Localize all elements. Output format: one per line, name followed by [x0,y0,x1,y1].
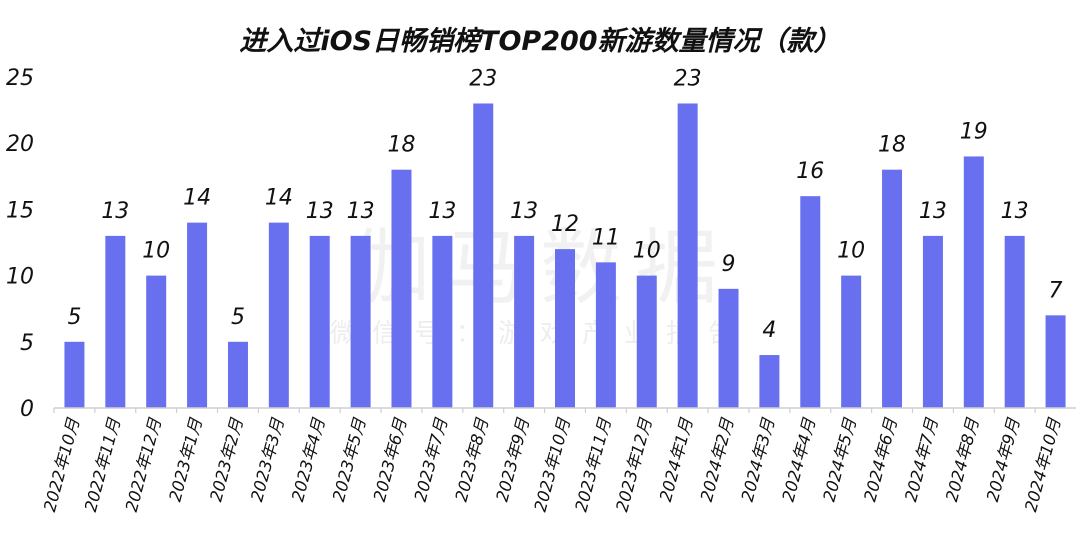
data-label: 23 [469,66,497,91]
data-label: 18 [878,133,906,158]
data-label: 14 [265,186,293,211]
bar [800,196,821,408]
y-tick-label: 0 [20,397,34,422]
bar [227,341,248,408]
x-tick-label: 2023年5月 [329,416,370,504]
bar [268,222,289,408]
data-label: 13 [919,199,947,224]
data-label: 13 [306,199,334,224]
bar [882,169,903,408]
data-label: 18 [387,133,415,158]
data-label: 23 [674,66,702,91]
data-label: 10 [837,239,865,264]
x-tick-label: 2022年12月 [122,416,165,514]
x-tick-label: 2024年10月 [1021,416,1064,514]
bar [350,235,371,408]
bar [677,103,698,408]
x-tick-label: 2022年10月 [40,416,83,514]
bar [718,288,739,408]
x-tick-label: 2024年3月 [738,416,779,504]
bar [555,249,575,408]
bar [759,355,780,408]
x-tick-label: 2024年8月 [942,416,983,504]
x-tick-label: 2023年6月 [370,416,411,504]
x-tick-label: 2023年3月 [247,416,288,504]
data-label: 11 [592,225,620,250]
x-tick-label: 2023年1月 [165,416,206,504]
data-label: 9 [722,252,736,277]
x-tick-label: 2023年12月 [612,416,655,514]
bar [473,103,494,408]
chart-title: 进入过iOS日畅销榜TOP200新游数量情况（款） [239,26,840,57]
data-label: 13 [101,199,129,224]
x-tick-label: 2024年7月 [901,416,942,504]
x-tick-label: 2023年8月 [452,416,493,504]
x-tick-label: 2024年1月 [656,416,697,504]
data-label: 10 [633,239,661,264]
bar [841,275,862,408]
data-label: 13 [510,199,538,224]
data-label: 13 [347,199,375,224]
bar [64,341,85,408]
data-label: 4 [762,318,776,343]
x-tick-label: 2024年5月 [820,416,861,504]
data-labels: 5 13 10 14 5 14 13 13 18 13 23 13 12 11 10 23 9 4 16 10 18 13… [67,66,1062,343]
data-label: 5 [67,305,81,330]
bar [1045,315,1066,408]
bar [187,222,208,408]
x-tick-label: 2024年4月 [779,416,820,504]
bar [963,156,984,408]
x-tick-label: 2023年4月 [288,416,329,504]
x-tick-label: 2024年6月 [860,416,901,504]
bar [391,169,412,408]
bar [146,275,167,408]
bar [432,235,453,408]
x-tick-label: 2024年9月 [983,416,1024,504]
data-label: 14 [183,186,211,211]
y-axis: 0 5 10 15 20 25 [6,66,34,422]
bars [64,103,1066,408]
bar [105,235,126,408]
x-tick-label: 2023年7月 [411,416,452,504]
data-label: 13 [1001,199,1029,224]
y-tick-label: 15 [6,198,34,223]
bar [514,235,535,408]
y-tick-label: 10 [6,265,34,290]
x-tick-label: 2023年11月 [572,416,615,514]
data-label: 19 [960,119,988,144]
data-label: 13 [428,199,456,224]
bar [1004,235,1025,408]
x-tick-label: 2023年9月 [493,416,534,504]
bar [922,235,943,408]
y-tick-label: 5 [20,331,34,356]
bar [595,262,616,408]
data-label: 16 [796,159,824,184]
x-tick-label: 2023年2月 [206,416,247,504]
data-label: 10 [142,239,170,264]
x-tick-label: 2023年10月 [531,416,574,514]
data-label: 5 [231,305,245,330]
x-tick-label: 2022年11月 [81,416,124,514]
data-label: 7 [1049,278,1063,303]
bar [309,235,330,408]
y-tick-label: 20 [6,132,34,157]
bar [636,275,657,408]
y-tick-label: 25 [6,66,34,91]
data-label: 12 [551,212,579,237]
x-tick-label: 2024年2月 [697,416,738,504]
